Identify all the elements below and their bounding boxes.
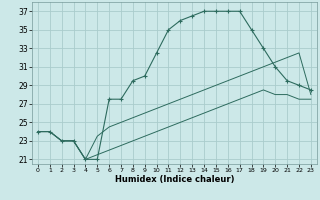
X-axis label: Humidex (Indice chaleur): Humidex (Indice chaleur) (115, 175, 234, 184)
